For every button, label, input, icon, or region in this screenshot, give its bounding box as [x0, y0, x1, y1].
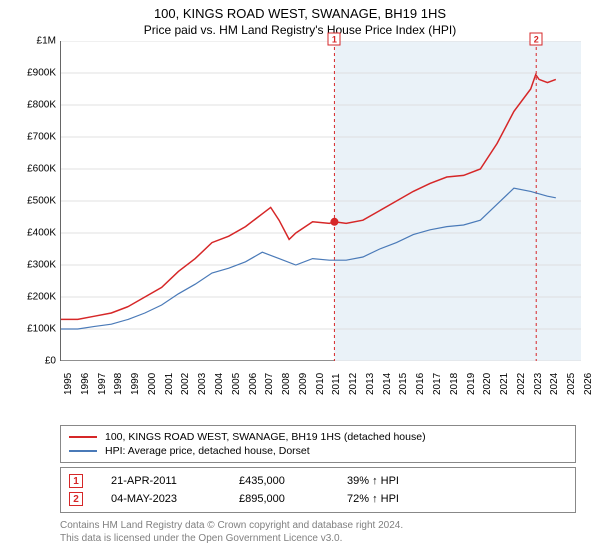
y-tick-label: £700K	[27, 132, 56, 143]
y-axis-labels: £0£100K£200K£300K£400K£500K£600K£700K£80…	[18, 41, 56, 361]
attribution-line1: Contains HM Land Registry data © Crown c…	[60, 519, 576, 532]
y-tick-label: £600K	[27, 164, 56, 175]
y-tick-label: £100K	[27, 324, 56, 335]
x-tick-label: 2018	[449, 373, 460, 395]
x-tick-label: 2010	[315, 373, 326, 395]
transaction-row: 2 04-MAY-2023 £895,000 72% ↑ HPI	[69, 490, 567, 508]
legend-item: 100, KINGS ROAD WEST, SWANAGE, BH19 1HS …	[69, 430, 567, 444]
x-tick-label: 2012	[348, 373, 359, 395]
y-tick-label: £0	[45, 356, 56, 367]
plot-area: 12	[60, 41, 580, 361]
x-tick-label: 2023	[533, 373, 544, 395]
transaction-badge: 1	[69, 474, 83, 488]
x-tick-label: 2002	[180, 373, 191, 395]
x-tick-label: 2013	[365, 373, 376, 395]
chart-marker-2: 2	[530, 33, 543, 46]
x-tick-label: 2003	[197, 373, 208, 395]
x-tick-label: 2017	[432, 373, 443, 395]
legend: 100, KINGS ROAD WEST, SWANAGE, BH19 1HS …	[60, 425, 576, 463]
legend-item: HPI: Average price, detached house, Dors…	[69, 444, 567, 458]
x-tick-label: 2000	[147, 373, 158, 395]
legend-swatch	[69, 436, 97, 438]
chart-svg	[61, 41, 581, 361]
y-tick-label: £400K	[27, 228, 56, 239]
transactions-table: 1 21-APR-2011 £435,000 39% ↑ HPI 2 04-MAY-202…	[60, 467, 576, 513]
legend-swatch	[69, 450, 97, 452]
x-tick-label: 2008	[281, 373, 292, 395]
x-tick-label: 2014	[382, 373, 393, 395]
x-tick-label: 2024	[549, 373, 560, 395]
x-tick-label: 2015	[398, 373, 409, 395]
x-tick-label: 2025	[566, 373, 577, 395]
x-tick-label: 2020	[482, 373, 493, 395]
x-tick-label: 2026	[583, 373, 594, 395]
y-tick-label: £800K	[27, 100, 56, 111]
attribution-line2: This data is licensed under the Open Gov…	[60, 532, 576, 545]
chart-area: £0 £100K £200K £300K £400K £500K £600K £700K £80…	[18, 41, 588, 421]
transaction-hpi-delta: 72% ↑ HPI	[347, 493, 399, 505]
y-tick-label: £300K	[27, 260, 56, 271]
transaction-badge: 2	[69, 492, 83, 506]
x-tick-label: 2001	[164, 373, 175, 395]
y-tick-label: £500K	[27, 196, 56, 207]
attribution: Contains HM Land Registry data © Crown c…	[60, 519, 576, 545]
x-tick-label: 2021	[499, 373, 510, 395]
x-tick-label: 1999	[130, 373, 141, 395]
x-axis-labels: 1995 1996 1997 1998 1999 2000 2001 2002 2003 2004…	[60, 365, 580, 421]
x-tick-label: 2011	[331, 373, 342, 395]
x-tick-label: 2004	[214, 373, 225, 395]
transaction-row: 1 21-APR-2011 £435,000 39% ↑ HPI	[69, 472, 567, 490]
x-tick-label: 2016	[415, 373, 426, 395]
x-tick-label: 1996	[80, 373, 91, 395]
x-tick-label: 2007	[264, 373, 275, 395]
legend-label: 100, KINGS ROAD WEST, SWANAGE, BH19 1HS …	[105, 431, 426, 443]
transaction-date: 04-MAY-2023	[111, 493, 211, 505]
x-tick-label: 2009	[298, 373, 309, 395]
chart-marker-1: 1	[328, 33, 341, 46]
y-tick-label: £200K	[27, 292, 56, 303]
x-tick-label: 2005	[231, 373, 242, 395]
x-tick-label: 1997	[97, 373, 108, 395]
transaction-hpi-delta: 39% ↑ HPI	[347, 475, 399, 487]
x-tick-label: 2019	[466, 373, 477, 395]
x-tick-label: 1998	[113, 373, 124, 395]
legend-label: HPI: Average price, detached house, Dors…	[105, 445, 310, 457]
transaction-price: £895,000	[239, 493, 319, 505]
x-tick-label: 2006	[248, 373, 259, 395]
chart-subtitle: Price paid vs. HM Land Registry's House …	[0, 21, 600, 41]
x-tick-label: 2022	[516, 373, 527, 395]
y-tick-label: £1M	[37, 36, 56, 47]
transaction-date: 21-APR-2011	[111, 475, 211, 487]
transaction-price: £435,000	[239, 475, 319, 487]
x-tick-label: 1995	[63, 373, 74, 395]
chart-title: 100, KINGS ROAD WEST, SWANAGE, BH19 1HS	[0, 0, 600, 21]
chart-container: 100, KINGS ROAD WEST, SWANAGE, BH19 1HS …	[0, 0, 600, 560]
y-tick-label: £900K	[27, 68, 56, 79]
